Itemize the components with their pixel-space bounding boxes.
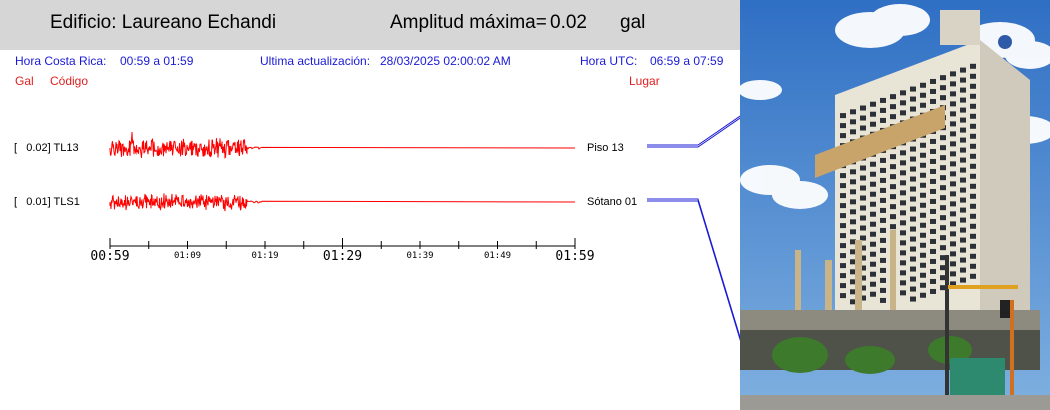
column-place: Lugar (629, 74, 660, 88)
leader-sotano-01 (647, 198, 740, 381)
leader-lines (647, 98, 740, 383)
local-time-value: 00:59 a 01:59 (120, 54, 194, 68)
utc-label: Hora UTC: (580, 54, 638, 68)
leader-piso-13 (647, 100, 740, 148)
cloud-shapes (740, 4, 1050, 209)
seismogram-plot (109, 98, 740, 383)
building-photo (740, 0, 1050, 410)
leader-piso-13 (647, 98, 740, 146)
amplitude-value: 0.02 (550, 12, 587, 33)
column-gal: Gal (15, 74, 34, 88)
building-illustration (740, 0, 1050, 410)
axis-tick-label: 01:19 (251, 251, 279, 261)
trace-tl13 (109, 131, 576, 159)
trace-layer (109, 131, 576, 212)
last-update-value: 28/03/2025 02:00:02 AM (380, 54, 511, 68)
trace-tls1 (109, 193, 576, 212)
axis-tick-label: 01:39 (406, 251, 434, 261)
local-time-label: Hora Costa Rica: (15, 54, 107, 68)
leader-sotano-01 (647, 200, 740, 383)
column-code: Código (50, 74, 89, 88)
utc-value: 06:59 a 07:59 (650, 54, 724, 68)
axis-tick-label: 01:49 (483, 251, 512, 261)
axis-tick-label: 00:59 (90, 249, 130, 264)
station-tl13-label: [ 0.02] TL13 (14, 142, 79, 154)
time-axis (109, 238, 576, 249)
last-update-label: Ultima actualización: (260, 54, 371, 68)
axis-tick-label: 01:59 (555, 249, 595, 264)
axis-tick-label: 01:29 (322, 249, 363, 264)
header-bar: Edificio: Laureano Echandi Amplitud máxi… (0, 0, 740, 50)
station-tl13-place: Piso 13 (587, 142, 624, 154)
building-title: Edificio: Laureano Echandi (50, 12, 277, 33)
station-tls1-label: [ 0.01] TLS1 (14, 196, 80, 208)
amplitude-unit: gal (620, 12, 646, 33)
axis-tick-label: 01:09 (173, 251, 202, 261)
amplitude-label: Amplitud máxima= (390, 12, 547, 33)
station-tls1-place: Sótano 01 (587, 196, 638, 208)
